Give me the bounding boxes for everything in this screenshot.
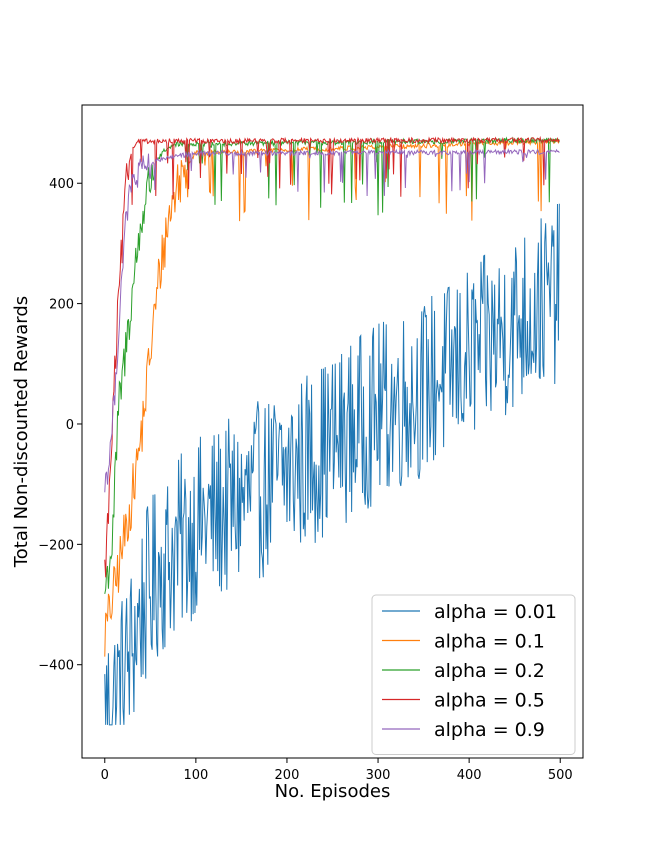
- series-line: [104, 135, 560, 578]
- y-tick-label: −400: [38, 659, 74, 674]
- legend-label: alpha = 0.5: [434, 690, 545, 712]
- legend-box: [371, 594, 576, 755]
- y-tick-label: 400: [49, 177, 74, 192]
- legend-label: alpha = 0.01: [434, 601, 557, 623]
- legend-label: alpha = 0.9: [434, 719, 545, 741]
- legend: alpha = 0.01 alpha = 0.1 alpha = 0.2 alpha …: [371, 594, 576, 755]
- x-tick-label: 500: [548, 768, 573, 783]
- x-tick-label: 200: [275, 768, 300, 783]
- series-line: [104, 148, 560, 493]
- x-tick-label: 400: [457, 768, 482, 783]
- y-tick-label: −200: [38, 538, 74, 553]
- legend-label: alpha = 0.1: [434, 631, 545, 653]
- x-tick-label: 100: [183, 768, 208, 783]
- x-tick-label: 0: [101, 768, 109, 783]
- legend-label: alpha = 0.2: [434, 660, 545, 682]
- y-tick-label: 200: [49, 298, 74, 313]
- y-axis-ticks: −400 −200 0 200 400: [38, 177, 82, 674]
- y-axis-title: Total Non-discounted Rewards: [11, 296, 32, 568]
- x-tick-label: 300: [366, 768, 391, 783]
- plot-frame: [81, 104, 584, 759]
- series-layer: [104, 135, 560, 726]
- x-axis-ticks: 0 100 200 300 400 500: [101, 758, 573, 783]
- x-axis-title: No. Episodes: [275, 781, 391, 802]
- y-tick-label: 0: [66, 418, 74, 433]
- series-line: [104, 203, 560, 726]
